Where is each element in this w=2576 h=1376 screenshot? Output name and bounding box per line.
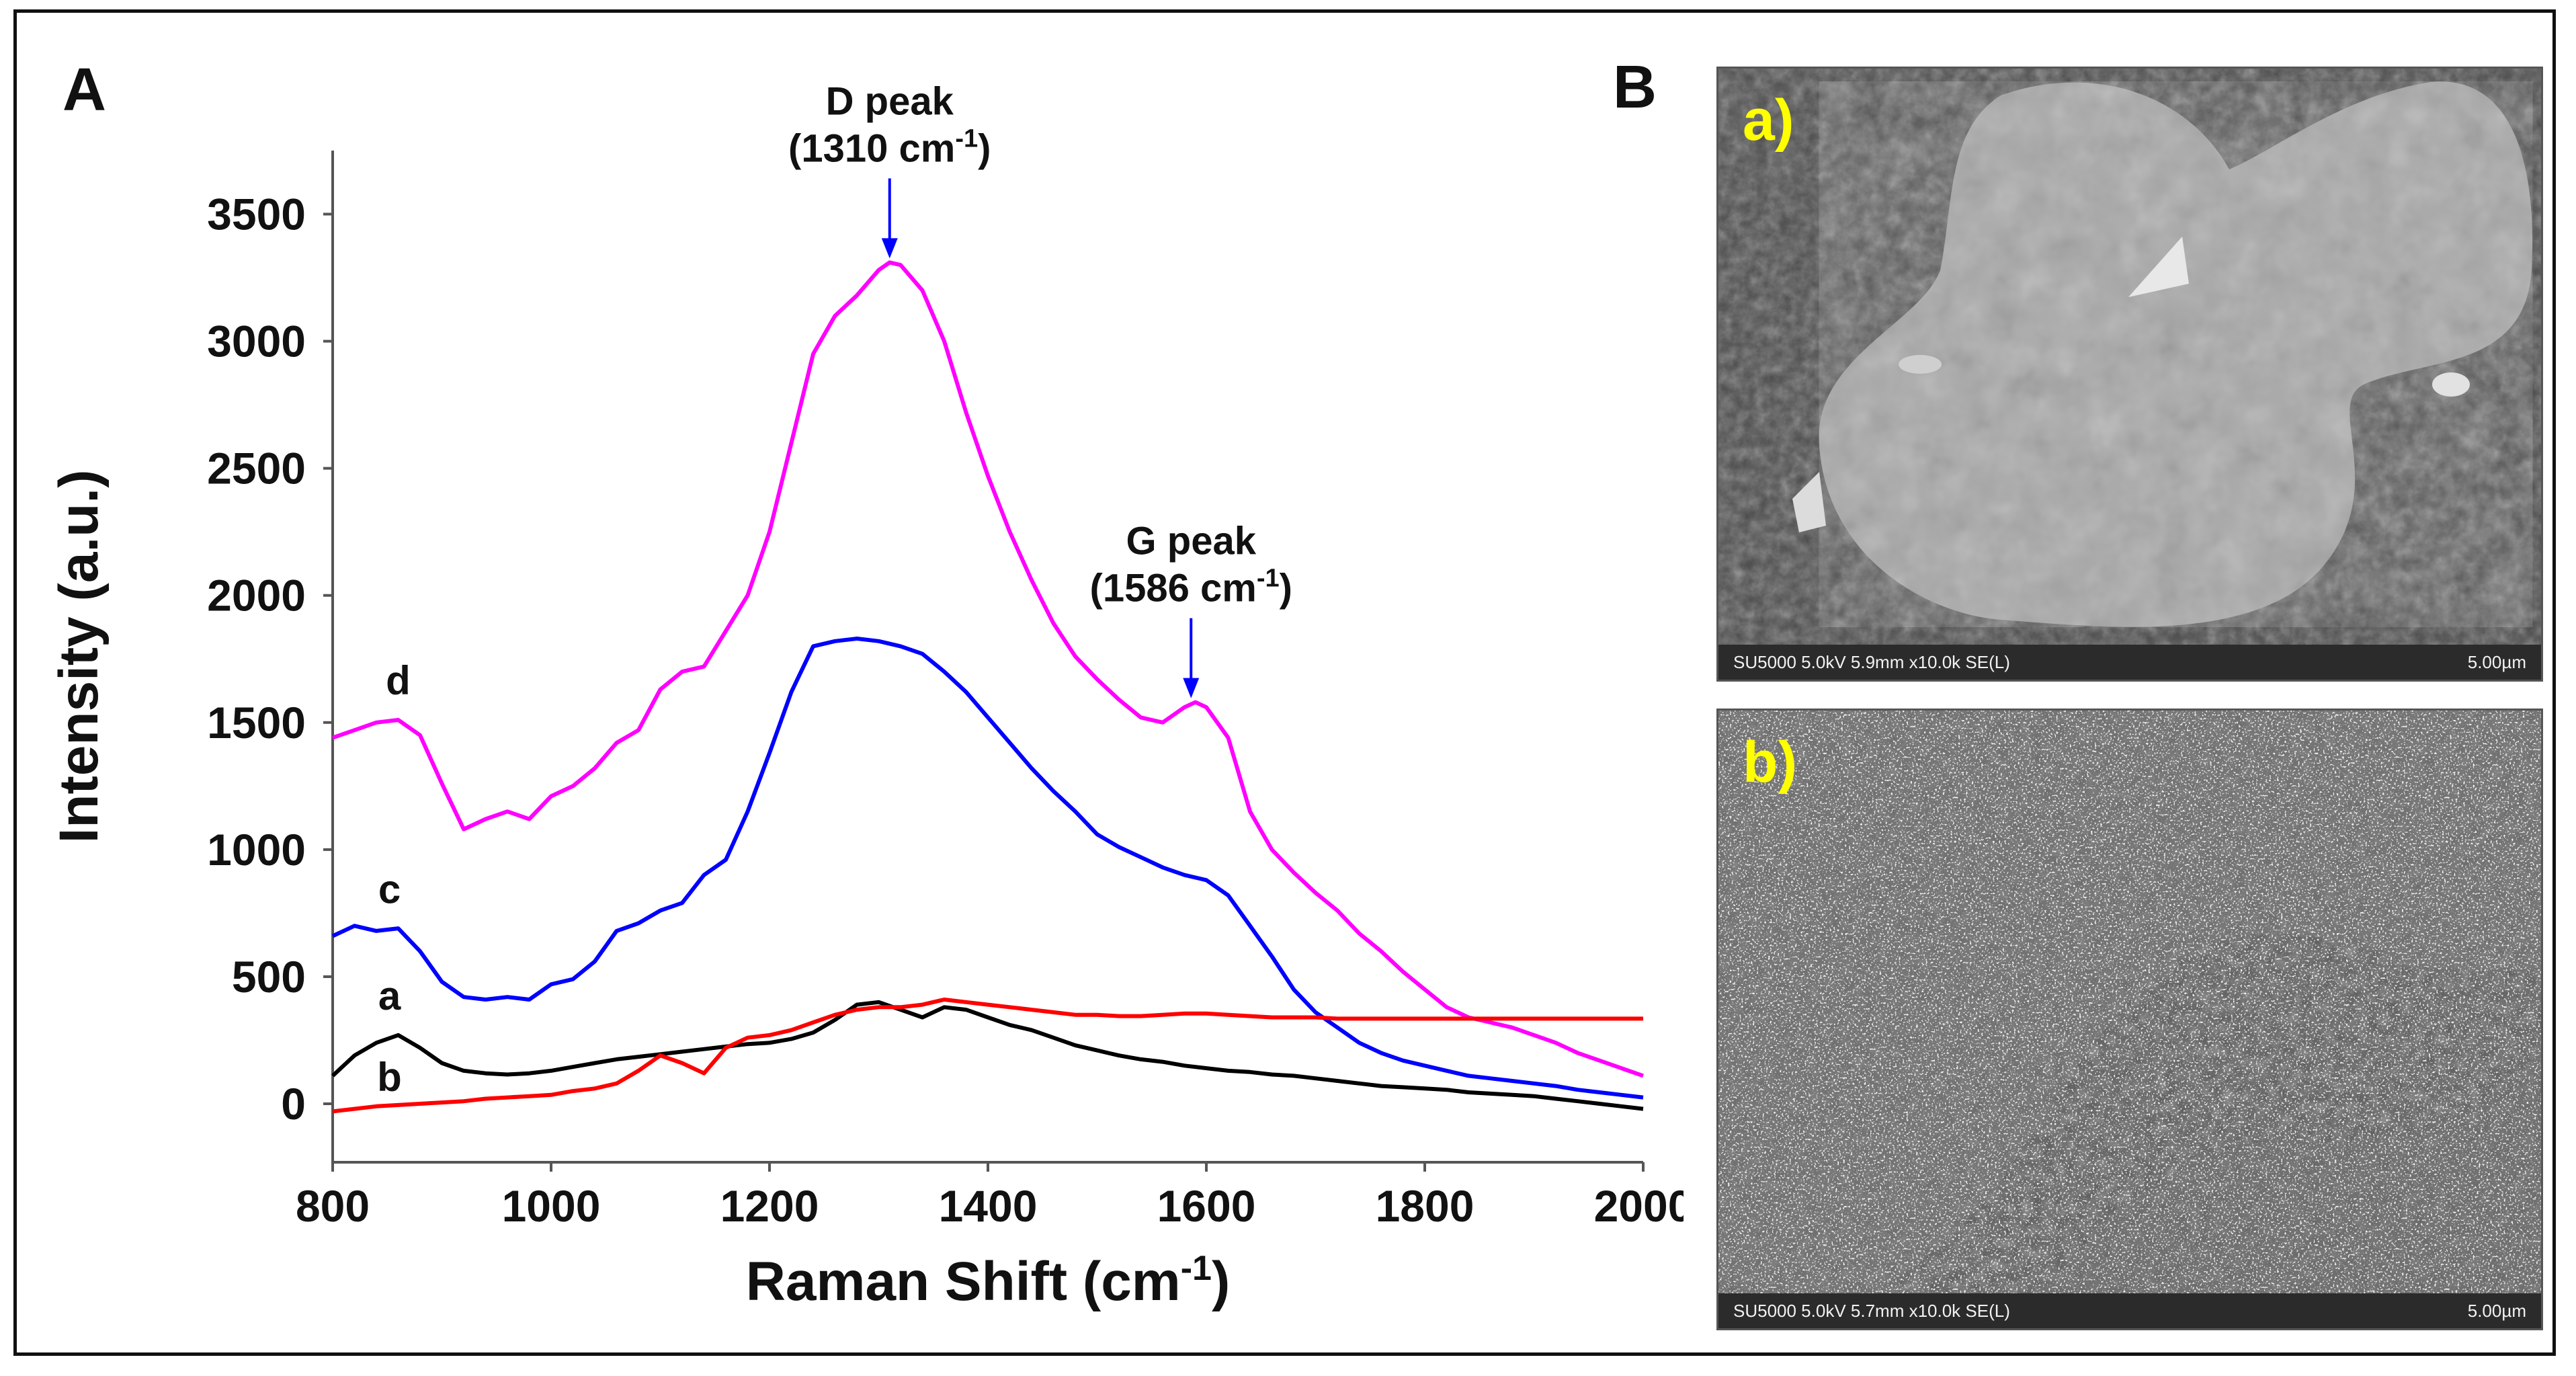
x-tick-label: 1200 bbox=[720, 1181, 819, 1231]
sem-a-scale: 5.00µm bbox=[2467, 651, 2526, 672]
g-peak-arrow-head bbox=[1183, 678, 1200, 698]
d-peak-title: D peak bbox=[826, 79, 954, 123]
y-tick-label: 1000 bbox=[207, 825, 306, 875]
raman-chart: 800 1000 1200 1400 1600 1800 2000 0 500 1000 1500 2… bbox=[48, 56, 1684, 1312]
g-peak-value: (1586 cm-1) bbox=[1090, 565, 1292, 610]
y-tick-label: 1500 bbox=[207, 698, 306, 747]
series-line-c bbox=[331, 637, 1644, 1100]
series-line-d bbox=[332, 260, 1644, 1078]
y-tick-label: 2000 bbox=[207, 571, 306, 620]
series-line-a bbox=[331, 1000, 1644, 1111]
y-tick-label: 3500 bbox=[207, 190, 306, 239]
curve-label-a: a bbox=[378, 973, 401, 1018]
sem-image-a: a) SU5000 5.0kV 5.9mm x10.0k SE(L) 5.00µ… bbox=[1716, 67, 2543, 682]
sem-b-scale: 5.00µm bbox=[2467, 1300, 2526, 1321]
series-line-b bbox=[332, 998, 1643, 1114]
g-peak-title: G peak bbox=[1126, 520, 1257, 563]
sem-b-texture bbox=[1718, 711, 2541, 1328]
sem-a-info: SU5000 5.0kV 5.9mm x10.0k SE(L) bbox=[1733, 651, 2010, 672]
curve-label-c: c bbox=[378, 866, 401, 912]
sem-a-tag: a) bbox=[1743, 88, 1794, 153]
sem-a-texture bbox=[1718, 69, 2541, 680]
x-tick-label: 1800 bbox=[1376, 1181, 1474, 1231]
x-tick-label: 800 bbox=[296, 1181, 370, 1231]
x-axis-label: Raman Shift (cm-1) bbox=[746, 1249, 1231, 1312]
sem-b-tag: b) bbox=[1743, 730, 1798, 795]
d-peak-arrow-head bbox=[881, 238, 898, 259]
sem-a-info-bar: SU5000 5.0kV 5.9mm x10.0k SE(L) 5.00µm bbox=[1718, 645, 2541, 680]
sem-b-info: SU5000 5.0kV 5.7mm x10.0k SE(L) bbox=[1733, 1300, 2010, 1321]
y-tick-label: 500 bbox=[232, 952, 306, 1002]
y-tick-label: 2500 bbox=[207, 444, 306, 493]
figure-frame: 800 1000 1200 1400 1600 1800 2000 0 500 1000 1500 2… bbox=[13, 9, 2556, 1356]
x-tick-label: 1400 bbox=[939, 1181, 1038, 1231]
curve-label-b: b bbox=[377, 1055, 402, 1100]
x-tick-label: 1600 bbox=[1157, 1181, 1256, 1231]
panel-label-b: B bbox=[1613, 54, 1657, 121]
sem-image-b: b) SU5000 5.0kV 5.7mm x10.0k SE(L) 5.00µ… bbox=[1716, 709, 2543, 1330]
y-tick-label: 3000 bbox=[207, 317, 306, 366]
d-peak-value: (1310 cm-1) bbox=[788, 124, 991, 170]
y-tick-label: 0 bbox=[281, 1079, 306, 1129]
x-tick-label: 2000 bbox=[1594, 1181, 1684, 1231]
y-axis-label: Intensity (a.u.) bbox=[48, 470, 110, 844]
curve-label-d: d bbox=[386, 658, 411, 703]
sem-b-info-bar: SU5000 5.0kV 5.7mm x10.0k SE(L) 5.00µm bbox=[1718, 1293, 2541, 1328]
panel-label-a: A bbox=[63, 56, 106, 124]
x-tick-label: 1000 bbox=[502, 1181, 601, 1231]
